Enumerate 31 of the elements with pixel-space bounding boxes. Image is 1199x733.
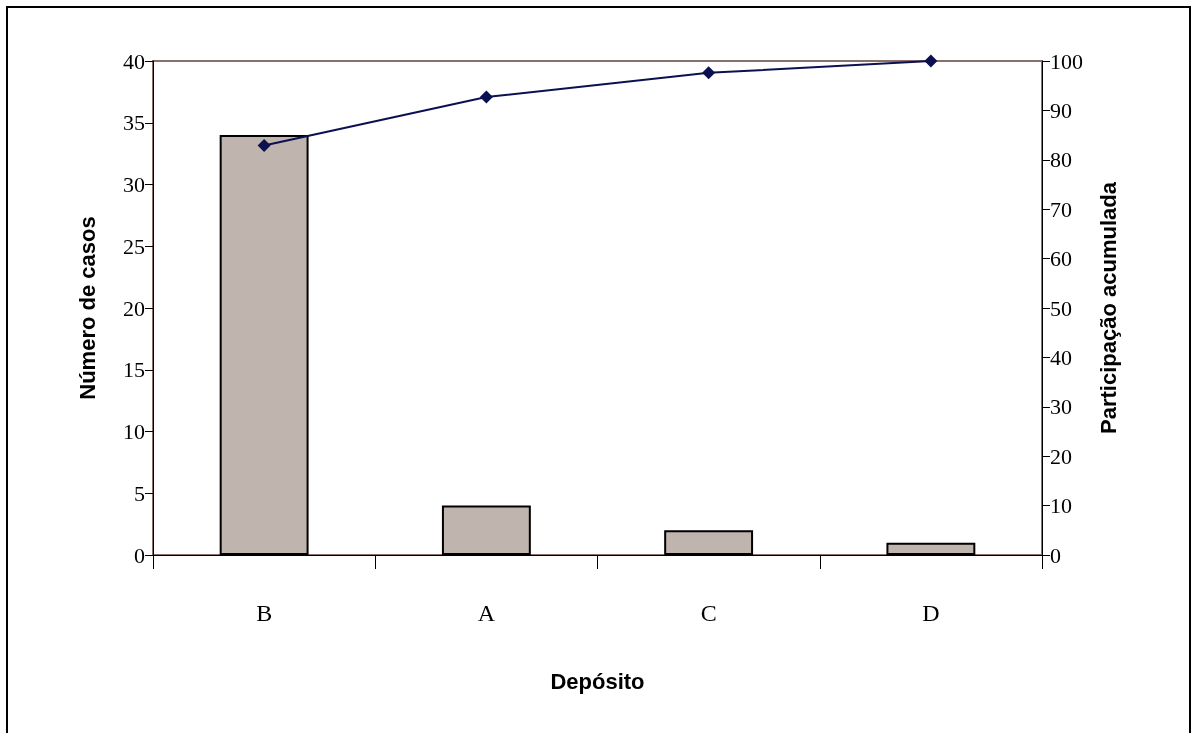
point [924, 54, 938, 68]
point [702, 66, 716, 80]
y2-tick-label: 20 [1050, 443, 1072, 469]
x-tick-label: A [477, 600, 496, 626]
point [257, 138, 271, 152]
y2-tick-label: 70 [1050, 196, 1072, 222]
y-tick-label: 0 [134, 542, 145, 568]
y2-tick-label: 100 [1050, 48, 1083, 74]
x-axis-title: Depósito [550, 668, 645, 694]
y2-tick-label: 50 [1050, 295, 1072, 321]
y-tick-label: 10 [123, 419, 145, 444]
y2-tick-label: 40 [1050, 344, 1072, 370]
y-tick-label: 20 [123, 295, 145, 321]
y2-tick-label: 90 [1050, 97, 1072, 123]
y2-tick-label: 0 [1050, 542, 1061, 568]
y2-tick-label: 10 [1050, 493, 1072, 519]
y-tick-label: 5 [134, 480, 145, 506]
point [479, 90, 493, 104]
y2-tick-label: 30 [1050, 394, 1072, 420]
x-tick-label: C [700, 600, 717, 626]
x-tick-label: B [256, 600, 273, 626]
y2-tick-label: 80 [1050, 147, 1072, 173]
y-axis-title: Número de casos [74, 216, 100, 400]
y-tick-label: 15 [123, 357, 145, 383]
y-tick-label: 25 [123, 233, 145, 259]
y-tick-label: 30 [123, 172, 145, 197]
y2-tick-label: 60 [1050, 246, 1072, 272]
y-tick-label: 40 [123, 48, 145, 74]
y-tick-label: 35 [123, 110, 145, 136]
y2-axis-title: Participação acumulada [1095, 181, 1121, 434]
x-tick-label: D [922, 600, 940, 626]
